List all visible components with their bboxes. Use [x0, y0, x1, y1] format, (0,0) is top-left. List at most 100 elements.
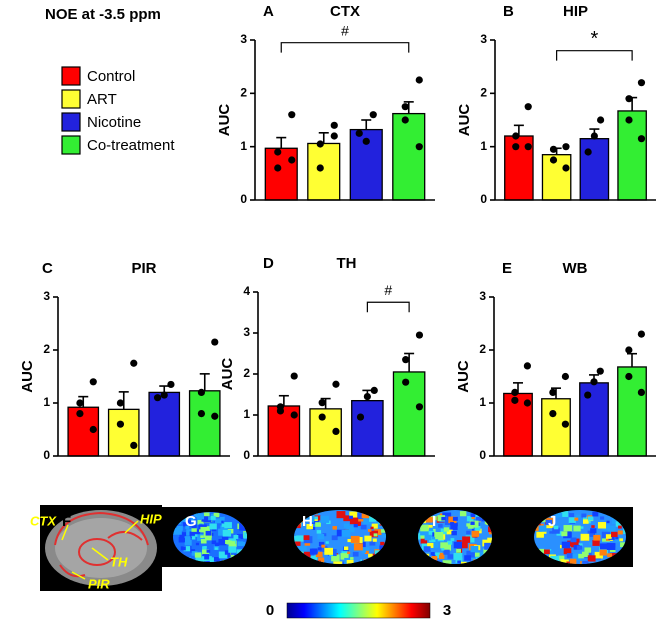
- region-label: TH: [110, 554, 128, 569]
- heatmap-cell: [179, 537, 185, 543]
- heatmap-cell: [459, 511, 467, 517]
- heatmap-cell: [304, 519, 308, 523]
- heatmap-cell: [460, 542, 468, 549]
- heatmap-cell: [569, 558, 577, 564]
- arrow: [71, 571, 86, 580]
- heatmap-cell: [488, 530, 492, 535]
- data-point: [415, 76, 423, 84]
- data-point: [511, 388, 519, 396]
- heatmap-cell: [220, 525, 228, 532]
- bar: [392, 112, 426, 201]
- heatmap-cell: [201, 516, 209, 522]
- legend-label: Control: [87, 68, 135, 85]
- charts: A CTX AUC 0 1 2 3 # B HIP AUC 0 1 2 3 * C PIR AUC 0 1 2 3 D TH AU…: [19, 3, 656, 462]
- data-point: [76, 399, 84, 407]
- heatmap-cell: [371, 523, 378, 529]
- y-tick-label: 3: [479, 289, 486, 303]
- heatmap-cell: [200, 535, 204, 538]
- heatmap-cell: [549, 531, 553, 534]
- heatmap-cell: [201, 549, 209, 556]
- y-tick-label: 0: [243, 448, 250, 462]
- chart-title: HIP: [563, 3, 588, 20]
- heatmap-cell: [317, 534, 325, 540]
- heatmap-cell: [212, 527, 217, 532]
- data-point: [637, 388, 646, 396]
- y-tick-label: 2: [479, 342, 486, 356]
- anatomy-inner: [55, 518, 147, 578]
- heatmap-cell: [420, 535, 425, 539]
- data-point: [549, 145, 558, 153]
- heatmap-cell: [202, 546, 207, 550]
- data-point: [288, 111, 296, 119]
- heatmap-cell: [183, 519, 188, 523]
- heatmap-cell: [568, 517, 576, 523]
- heatmap-cell: [349, 515, 353, 519]
- heatmap-cell: [543, 549, 550, 555]
- y-tick-label: 3: [43, 289, 50, 303]
- heatmap-cell: [476, 551, 484, 558]
- heatmap-cell: [592, 540, 600, 546]
- heatmap-cell: [218, 539, 227, 546]
- heatmap-cell: [617, 530, 623, 535]
- heatmap-cell: [347, 539, 352, 543]
- heatmap-cell: [563, 525, 573, 533]
- heatmap-cell: [553, 525, 559, 530]
- data-point: [130, 359, 138, 367]
- heatmap-cell: [451, 563, 461, 564]
- data-point: [316, 164, 324, 172]
- heatmap-cell: [431, 536, 436, 540]
- heatmap-cell: [374, 521, 382, 528]
- y-tick-label: 2: [43, 342, 50, 356]
- heatmap-cell: [611, 517, 621, 525]
- heatmap-cell: [584, 547, 592, 553]
- data-point: [512, 143, 520, 151]
- heatmap-cell: [311, 526, 316, 530]
- data-point: [402, 378, 410, 386]
- heatmap-cell: [573, 544, 580, 550]
- heatmap-cell: [380, 529, 386, 533]
- heatmap-cell: [574, 517, 579, 521]
- heatmap-cell: [460, 561, 467, 564]
- heatmap-cell: [587, 516, 594, 521]
- heatmap-cell: [453, 541, 462, 549]
- data-point: [369, 111, 377, 119]
- heatmap-cell: [340, 553, 349, 560]
- data-point: [597, 116, 605, 124]
- heatmap-cell: [442, 560, 452, 564]
- data-point: [316, 140, 324, 148]
- data-point: [401, 116, 409, 124]
- heatmap-cell: [303, 535, 310, 540]
- panel-letter: J: [548, 513, 556, 530]
- heatmap-cell: [452, 522, 458, 527]
- data-point: [290, 372, 298, 380]
- heatmap-cell: [344, 546, 349, 551]
- heatmap-cell: [191, 527, 197, 532]
- bar: [307, 142, 341, 201]
- heatmap-cell: [352, 551, 359, 557]
- heatmap-cell: [364, 550, 369, 554]
- y-tick-label: 2: [240, 86, 247, 100]
- heatmap-cell: [427, 530, 435, 536]
- legend: Control ART Nicotine Co-treatment: [61, 66, 175, 155]
- heatmap-cell: [456, 548, 461, 553]
- heatmap-cell: [369, 515, 377, 522]
- data-point: [274, 164, 282, 172]
- arrow: [124, 520, 139, 534]
- heatmap-cell: [380, 541, 385, 546]
- data-point: [276, 407, 285, 415]
- heatmap-cell: [578, 553, 584, 559]
- heatmap-cell: [446, 529, 453, 535]
- y-tick-label: 3: [243, 325, 250, 339]
- y-tick-label: 2: [243, 366, 250, 380]
- heatmap-cell: [578, 543, 583, 547]
- heatmap-cell: [347, 551, 351, 555]
- heatmap-cell: [589, 542, 593, 545]
- colorbar-label: 0: [266, 602, 274, 619]
- heatmap-cell: [573, 525, 581, 532]
- data-point: [401, 103, 409, 111]
- bar: [579, 138, 610, 201]
- heatmap-cell: [590, 528, 597, 534]
- heatmap-cell: [339, 561, 347, 564]
